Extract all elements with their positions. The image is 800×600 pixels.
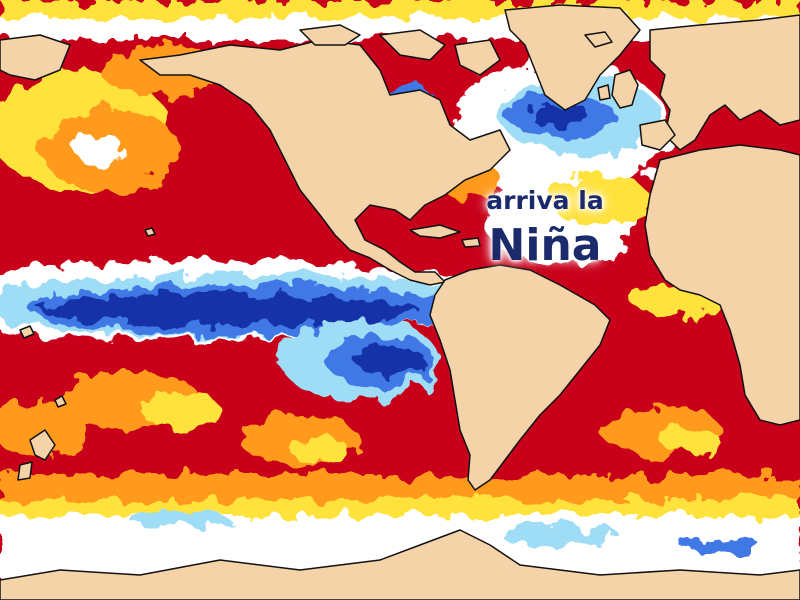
south-pacific-orange-3 <box>0 400 85 460</box>
pacific-island-2 <box>54 395 67 408</box>
headline-line-1: arriva la <box>486 186 604 215</box>
iceland <box>584 31 613 48</box>
greenland <box>504 4 641 111</box>
headline-line-2: Niña <box>488 220 602 271</box>
peru-cool-deep <box>355 345 425 375</box>
southern-cool-patch-3 <box>680 537 760 553</box>
hispaniola <box>461 237 481 248</box>
britain <box>611 69 639 109</box>
pacific-island-1 <box>19 325 35 339</box>
arctic-island-3 <box>454 39 501 76</box>
europe <box>649 14 800 151</box>
southern-cool-patch-2 <box>500 527 620 543</box>
headline: arriva la Niña <box>470 185 620 273</box>
central-atlantic-yellow <box>550 175 650 225</box>
north-america <box>139 39 511 286</box>
equatorial-deep-blue <box>40 294 420 326</box>
new-zealand <box>29 429 56 461</box>
arctic-yellow-band <box>0 0 800 18</box>
land-masses <box>0 4 800 600</box>
south-atlantic-yellow <box>660 428 720 452</box>
iberia <box>639 119 676 151</box>
cuba <box>409 224 461 239</box>
arctic-island-1 <box>299 24 361 46</box>
new-zealand-south <box>17 461 33 481</box>
east-asia-edge <box>0 34 71 81</box>
southern-cool-patch-1 <box>130 512 230 528</box>
north-atlantic-deep-blue <box>530 103 590 127</box>
south-pacific-yellow-2 <box>290 438 350 462</box>
north-pacific-white <box>75 135 125 165</box>
hawaii <box>144 227 156 237</box>
africa <box>644 144 800 426</box>
arctic-island-2 <box>379 29 446 61</box>
antarctica <box>0 529 800 600</box>
south-america <box>429 264 611 491</box>
ireland <box>597 84 611 101</box>
south-pacific-yellow-1 <box>140 392 220 428</box>
